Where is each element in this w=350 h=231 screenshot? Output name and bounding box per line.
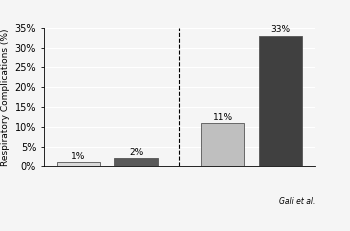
Text: Gali et al.: Gali et al. (279, 197, 315, 206)
Text: 11%: 11% (212, 112, 233, 122)
Text: 2%: 2% (129, 148, 143, 157)
Bar (114, 158, 158, 166)
Bar (259, 36, 302, 166)
Y-axis label: Respiratory Complications (%): Respiratory Complications (%) (1, 28, 10, 166)
Text: 33%: 33% (270, 25, 290, 34)
Text: 1%: 1% (71, 152, 85, 161)
Bar (57, 162, 100, 166)
Bar (201, 123, 244, 166)
